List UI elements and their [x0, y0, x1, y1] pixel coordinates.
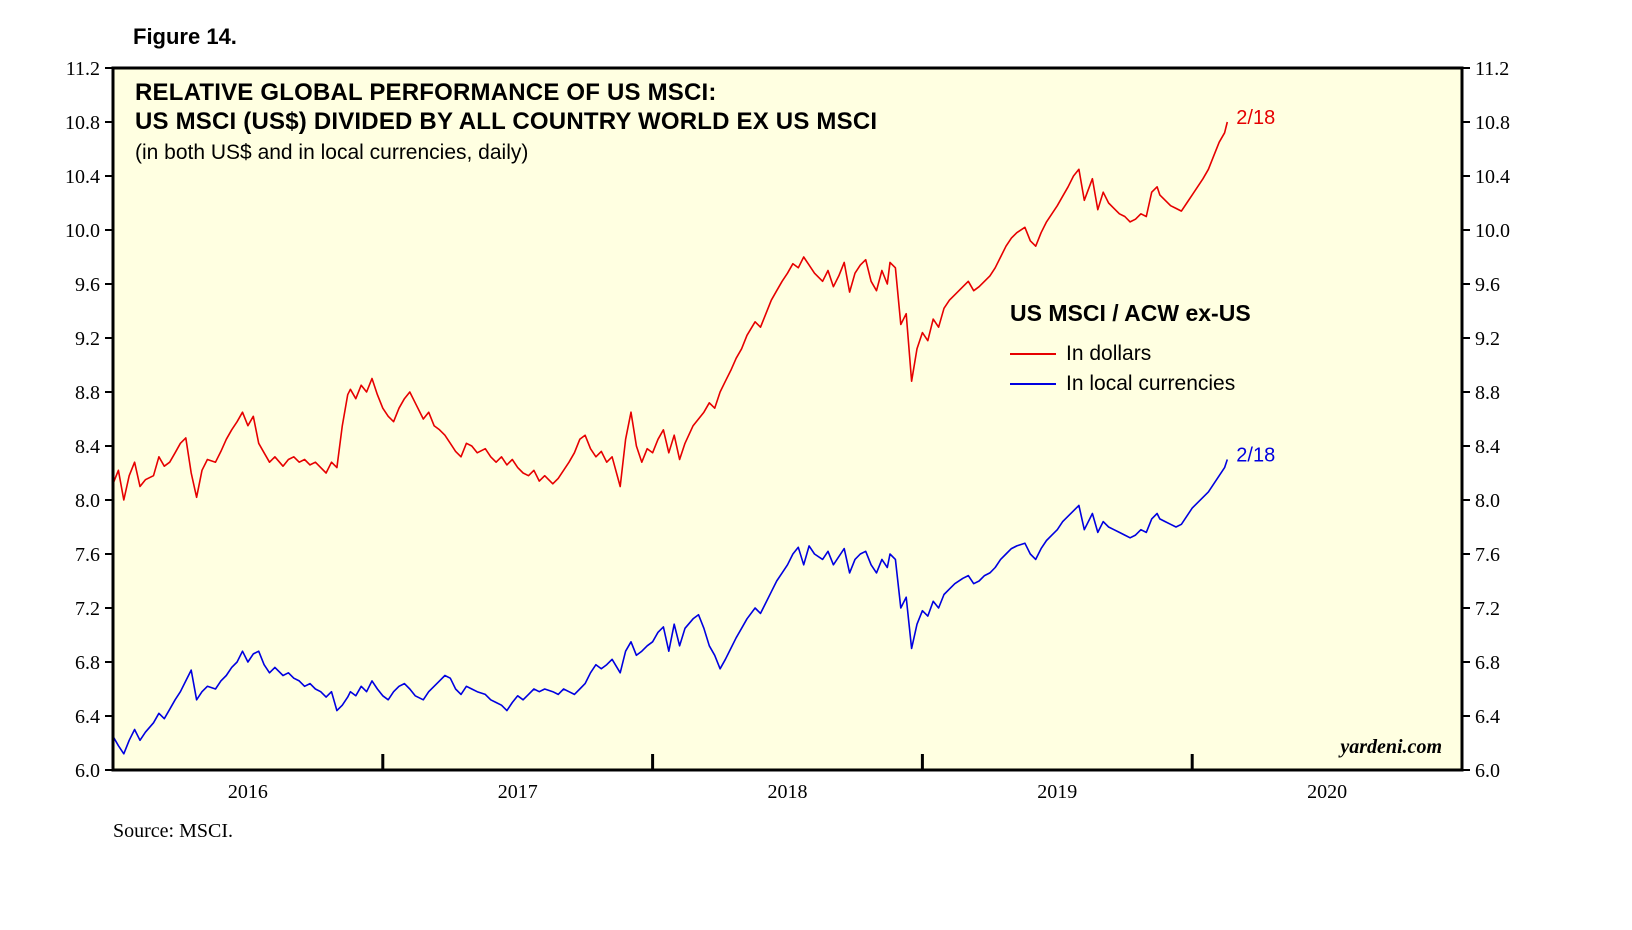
y-axis-label-left: 6.4	[75, 706, 100, 728]
y-axis-label-right: 6.8	[1475, 652, 1500, 674]
y-axis-label-left: 8.4	[75, 436, 100, 458]
y-axis-label-right: 9.2	[1475, 328, 1500, 350]
x-axis-year-label: 2019	[1037, 781, 1077, 803]
y-axis-label-right: 10.8	[1475, 112, 1510, 134]
red-line-swatch-icon	[1010, 353, 1056, 355]
y-axis-label-left: 10.0	[65, 220, 100, 242]
x-axis-year-label: 2016	[228, 781, 268, 803]
y-axis-label-right: 8.8	[1475, 382, 1500, 404]
legend-label-in-local-currencies: In local currencies	[1066, 372, 1236, 395]
x-axis-year-label: 2020	[1307, 781, 1347, 803]
plot-frame	[111, 66, 1464, 772]
watermark: yardeni.com	[1340, 736, 1442, 758]
series-end-date-label: 2/18	[1236, 107, 1275, 129]
figure-label: Figure 14.	[133, 24, 237, 49]
y-axis-label-right: 6.4	[1475, 706, 1500, 728]
y-axis-label-right: 7.6	[1475, 544, 1500, 566]
x-axis-year-label: 2018	[768, 781, 808, 803]
y-axis-label-left: 11.2	[66, 58, 100, 80]
y-axis-label-left: 10.4	[65, 166, 100, 188]
y-axis-label-right: 9.6	[1475, 274, 1500, 296]
plot-background	[113, 68, 1462, 770]
y-axis-label-left: 8.8	[75, 382, 100, 404]
chart-title-line1: RELATIVE GLOBAL PERFORMANCE OF US MSCI:	[135, 79, 717, 106]
y-axis-label-right: 11.2	[1475, 58, 1509, 80]
y-axis-label-right: 10.0	[1475, 220, 1510, 242]
series-line-in-local-currencies	[112, 459, 1229, 755]
y-axis-label-left: 9.6	[75, 274, 100, 296]
y-axis-label-left: 9.2	[75, 328, 100, 350]
legend-item-in-dollars: In dollars	[1010, 339, 1251, 369]
y-axis-label-right: 10.4	[1475, 166, 1510, 188]
x-axis-year-label: 2017	[498, 781, 538, 803]
legend-title: US MSCI / ACW ex-US	[1010, 300, 1251, 326]
y-axis-label-right: 6.0	[1475, 760, 1500, 782]
chart-title-line2: US MSCI (US$) DIVIDED BY ALL COUNTRY WOR…	[135, 108, 878, 135]
y-axis-label-left: 7.6	[75, 544, 100, 566]
y-axis-label-right: 7.2	[1475, 598, 1500, 620]
legend: US MSCI / ACW ex-US In dollars In local …	[1010, 300, 1251, 399]
y-axis-label-left: 10.8	[65, 112, 100, 134]
chart-subtitle: (in both US$ and in local currencies, da…	[135, 141, 529, 164]
series-line-in-dollars	[112, 121, 1229, 501]
y-axis-label-left: 6.0	[75, 760, 100, 782]
y-axis-label-left: 7.2	[75, 598, 100, 620]
source-note: Source: MSCI.	[113, 820, 233, 842]
y-axis-label-right: 8.0	[1475, 490, 1500, 512]
legend-label-in-dollars: In dollars	[1066, 342, 1152, 365]
chart-title-block: RELATIVE GLOBAL PERFORMANCE OF US MSCI: …	[135, 78, 877, 165]
series-end-date-label: 2/18	[1236, 445, 1275, 467]
y-axis-label-right: 8.4	[1475, 436, 1500, 458]
y-axis-label-left: 6.8	[75, 652, 100, 674]
blue-line-swatch-icon	[1010, 383, 1056, 385]
y-axis-label-left: 8.0	[75, 490, 100, 512]
legend-item-in-local-currencies: In local currencies	[1010, 369, 1251, 399]
